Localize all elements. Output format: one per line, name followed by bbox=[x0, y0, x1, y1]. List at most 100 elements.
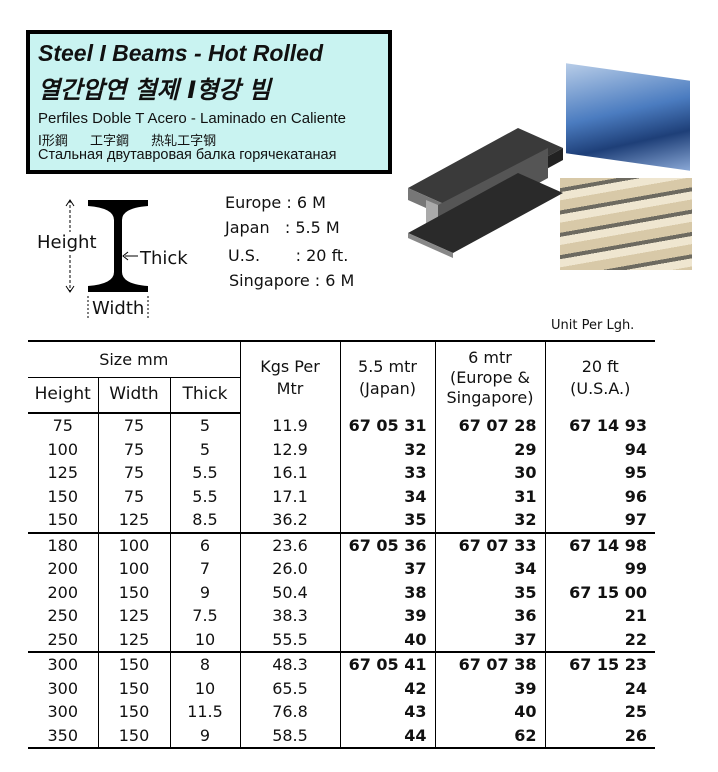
cell-kgs: 38.3 bbox=[239, 604, 340, 628]
cell-width: 125 bbox=[97, 604, 170, 628]
cell-height: 250 bbox=[47, 606, 79, 626]
cell-japan-code: 39 bbox=[339, 604, 435, 628]
header-kgs: Kgs Per Mtr bbox=[239, 340, 340, 413]
cell-japan-code: 35 bbox=[339, 508, 435, 533]
cell-kgs: 16.1 bbox=[239, 461, 340, 485]
cell-kgs: 76.8 bbox=[239, 700, 340, 724]
cell-height: 180 bbox=[28, 531, 98, 557]
table-row: 300 150 10 65.5 42 39 24 bbox=[28, 676, 655, 700]
cell-europe-code: 67 07 33 bbox=[434, 531, 545, 557]
cell-height: 250 bbox=[47, 629, 79, 649]
table-row: 300 150 8 48.3 67 05 41 67 07 38 67 15 23 bbox=[28, 651, 655, 677]
cell-thick: 5 bbox=[169, 413, 240, 438]
beam-table: Size mm Kgs Per Mtr 5.5 mtr (Japan) 6 mt… bbox=[28, 340, 655, 749]
diagram-height-label: Height bbox=[37, 232, 97, 253]
cell-width: 150 bbox=[97, 651, 170, 677]
cell-height: 125 bbox=[47, 463, 79, 483]
cell-usa-code: 67 14 93 bbox=[544, 413, 655, 438]
cell-height: 300 bbox=[47, 678, 79, 698]
cell-europe-code: 32 bbox=[434, 508, 545, 533]
diagram-width-label: Width bbox=[92, 298, 145, 319]
length-europe: Europe : 6 M bbox=[225, 193, 326, 212]
cell-europe-code: 39 bbox=[434, 676, 545, 700]
cell-height: 200 bbox=[47, 559, 79, 579]
cell-usa-code: 67 15 00 bbox=[544, 580, 655, 604]
table-row: 100 75 5 12.9 32 29 94 bbox=[28, 437, 655, 461]
cell-kgs: 65.5 bbox=[239, 676, 340, 700]
cell-thick: 9 bbox=[169, 723, 240, 749]
diagram-thick-label: Thick bbox=[140, 248, 188, 269]
cell-usa-code: 22 bbox=[544, 627, 655, 652]
beam-photo-blue bbox=[566, 63, 690, 171]
cell-height: 200 bbox=[47, 582, 79, 602]
cell-thick: 5.5 bbox=[169, 484, 240, 508]
cell-kgs: 36.2 bbox=[239, 508, 340, 533]
cell-thick: 7 bbox=[169, 557, 240, 581]
header-europe: 6 mtr (Europe & Singapore) bbox=[434, 340, 545, 413]
table-row: 250 125 10 55.5 40 37 22 bbox=[28, 627, 655, 652]
cell-europe-code: 36 bbox=[434, 604, 545, 628]
cell-width: 75 bbox=[97, 413, 170, 438]
cell-thick: 10 bbox=[169, 627, 240, 652]
cell-japan-code: 44 bbox=[339, 723, 435, 749]
cell-usa-code: 67 15 23 bbox=[544, 651, 655, 677]
cell-kgs: 11.9 bbox=[239, 413, 340, 438]
cell-width: 100 bbox=[97, 557, 170, 581]
cell-width: 75 bbox=[97, 461, 170, 485]
header-japan: 5.5 mtr (Japan) bbox=[339, 340, 435, 413]
cell-width: 125 bbox=[97, 508, 170, 533]
title-korean: 열간압연 철제 I형강 빔 bbox=[38, 76, 271, 104]
cell-europe-code: 40 bbox=[434, 700, 545, 724]
cell-japan-code: 67 05 41 bbox=[339, 651, 435, 677]
cell-height: 300 bbox=[28, 651, 98, 677]
cell-japan-code: 32 bbox=[339, 437, 435, 461]
cell-thick: 7.5 bbox=[169, 604, 240, 628]
cell-thick: 11.5 bbox=[169, 700, 240, 724]
cell-width: 150 bbox=[97, 676, 170, 700]
table-row: 180 100 6 23.6 67 05 36 67 07 33 67 14 98 bbox=[28, 531, 655, 557]
header-usa: 20 ft (U.S.A.) bbox=[544, 340, 655, 413]
title-spanish: Perfiles Doble T Acero - Laminado en Cal… bbox=[38, 110, 346, 127]
header-width: Width bbox=[97, 377, 170, 414]
table-row: 150 75 5.5 17.1 34 31 96 bbox=[28, 484, 655, 508]
i-beam-photo bbox=[408, 128, 563, 258]
cell-width: 150 bbox=[97, 700, 170, 724]
cell-thick: 9 bbox=[169, 580, 240, 604]
cell-europe-code: 35 bbox=[434, 580, 545, 604]
cell-japan-code: 42 bbox=[339, 676, 435, 700]
cell-usa-code: 25 bbox=[544, 700, 655, 724]
cell-thick: 8 bbox=[169, 651, 240, 677]
cell-thick: 10 bbox=[169, 676, 240, 700]
length-singapore: Singapore : 6 M bbox=[229, 271, 355, 290]
cell-usa-code: 96 bbox=[544, 484, 655, 508]
header-height: Height bbox=[28, 377, 98, 414]
cell-kgs: 55.5 bbox=[239, 627, 340, 652]
cell-kgs: 23.6 bbox=[239, 531, 340, 557]
cell-usa-code: 26 bbox=[544, 723, 655, 749]
beam-photo-stack bbox=[560, 178, 692, 270]
cell-thick: 6 bbox=[169, 531, 240, 557]
cell-kgs: 58.5 bbox=[239, 723, 340, 749]
cell-width: 75 bbox=[97, 484, 170, 508]
cell-japan-code: 34 bbox=[339, 484, 435, 508]
cell-width: 150 bbox=[97, 580, 170, 604]
cell-europe-code: 62 bbox=[434, 723, 545, 749]
cell-usa-code: 24 bbox=[544, 676, 655, 700]
table-row: 75 75 5 11.9 67 05 31 67 07 28 67 14 93 bbox=[28, 413, 655, 438]
table-row: 350 150 9 58.5 44 62 26 bbox=[28, 723, 655, 749]
title-box: Steel I Beams - Hot Rolled 열간압연 철제 I형강 빔… bbox=[26, 30, 392, 174]
header-thick: Thick bbox=[169, 377, 240, 414]
cell-europe-code: 67 07 38 bbox=[434, 651, 545, 677]
cell-height: 350 bbox=[28, 723, 98, 749]
cell-kgs: 48.3 bbox=[239, 651, 340, 677]
unit-note: Unit Per Lgh. bbox=[551, 318, 635, 333]
cell-thick: 5 bbox=[169, 437, 240, 461]
cell-height: 300 bbox=[47, 702, 79, 722]
cell-height: 100 bbox=[47, 439, 79, 459]
cell-kgs: 17.1 bbox=[239, 484, 340, 508]
cell-japan-code: 67 05 36 bbox=[339, 531, 435, 557]
table-row: 250 125 7.5 38.3 39 36 21 bbox=[28, 604, 655, 628]
cell-kgs: 50.4 bbox=[239, 580, 340, 604]
cell-europe-code: 29 bbox=[434, 437, 545, 461]
cell-usa-code: 21 bbox=[544, 604, 655, 628]
